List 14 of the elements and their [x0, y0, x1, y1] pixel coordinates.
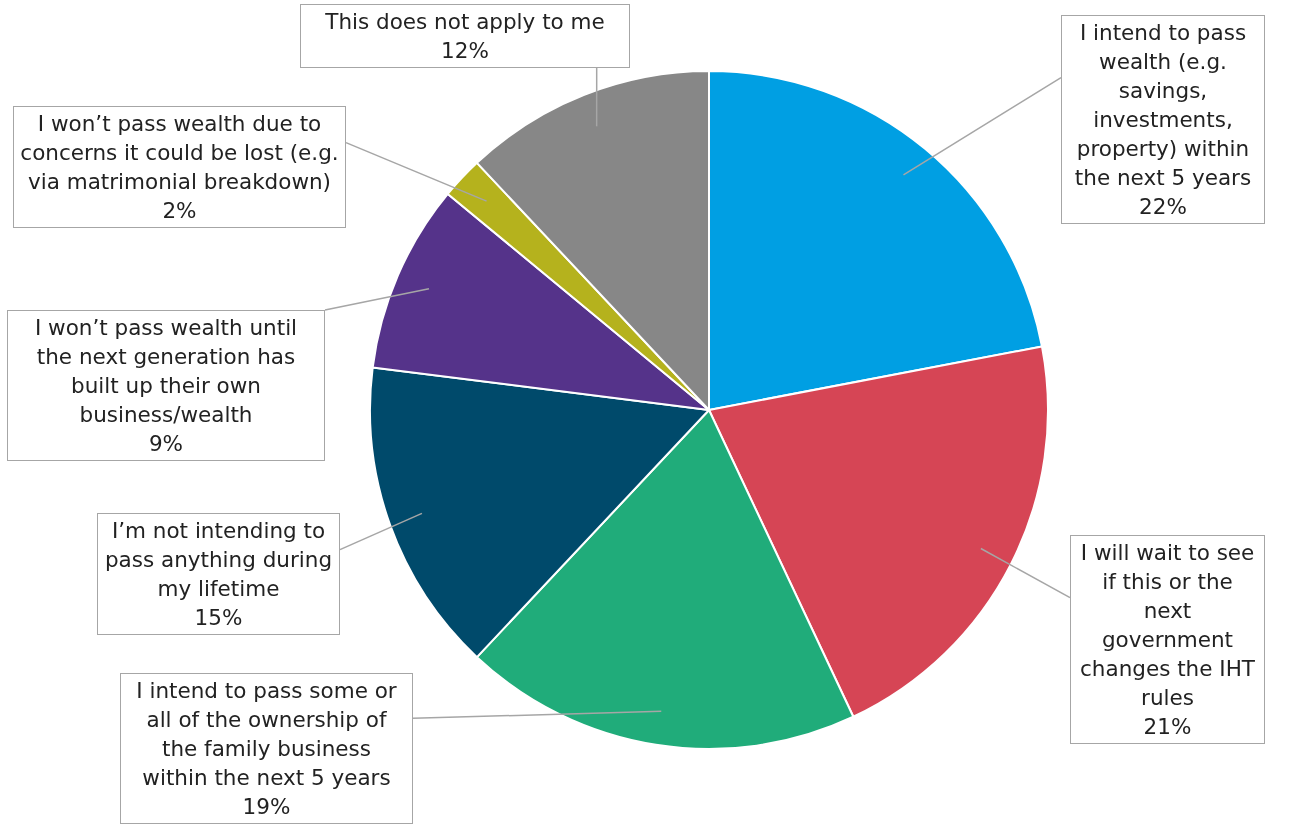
data-label: 22% — [1138, 193, 1188, 221]
data-label: 9% — [147, 430, 185, 458]
data-label: 15% — [193, 604, 244, 632]
slice-label: This does not apply to me — [324, 8, 606, 36]
slice-label: I will wait to see if this or the next government changes the IHT rules — [1079, 539, 1256, 712]
slice-label: I intend to pass some or all of the ownership of the family business within the next 5 years — [135, 677, 398, 792]
data-label: 19% — [241, 793, 292, 821]
slice-label: I intend to pass wealth (e.g. savings, investments, property) within the next 5 years — [1073, 19, 1253, 192]
slice-label: I won’t pass wealth due to concerns it could be lost (e.g. via matrimonial breakdown) — [20, 110, 339, 196]
data-label: 21% — [1142, 713, 1193, 741]
slice-label: I’m not intending to pass anything during my lifetime — [104, 517, 333, 603]
data-label: 2% — [161, 197, 198, 225]
slice-label: I won’t pass wealth until the next generation has built up their own business/wealth — [33, 314, 299, 429]
data-label: 12% — [440, 37, 490, 65]
